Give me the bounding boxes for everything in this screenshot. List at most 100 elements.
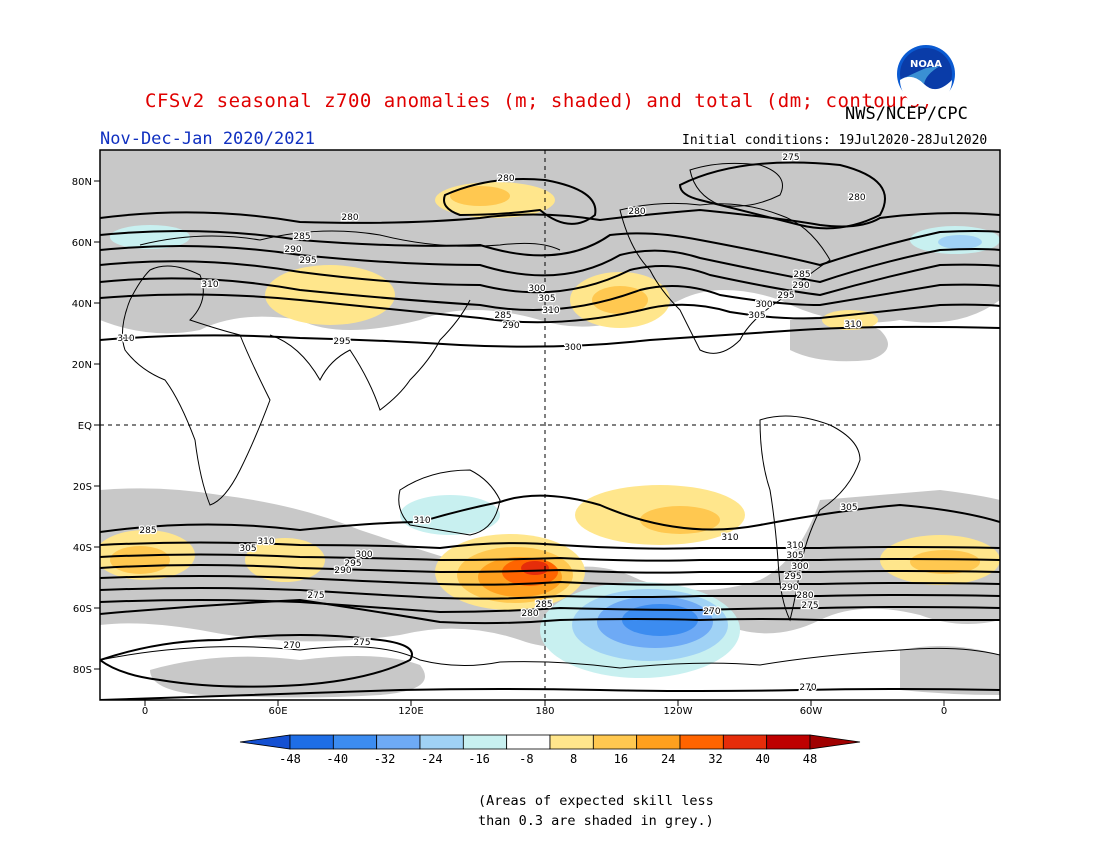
contour-label: 290: [781, 583, 798, 593]
contour-label: 290: [334, 566, 351, 576]
contour-label: 305: [239, 544, 256, 554]
colorbar-segment: [766, 734, 811, 750]
contour-label: 280: [848, 193, 865, 203]
footnote-line-1: (Areas of expected skill less: [478, 793, 714, 809]
contour-label: 295: [784, 572, 801, 582]
contour-label: 275: [353, 638, 370, 648]
contour-label: 290: [792, 281, 809, 291]
contour-label: 270: [799, 683, 816, 693]
negative-anomalies: [110, 225, 1000, 678]
colorbar-tick-label: 48: [803, 752, 817, 766]
lat-label: EQ: [78, 421, 92, 432]
contour-label: 280: [521, 609, 538, 619]
contour-label: 295: [333, 337, 350, 347]
contour-label: 300: [791, 562, 808, 572]
contour-label: 310: [721, 533, 738, 543]
contour-label: 275: [782, 153, 799, 163]
lon-label: 60E: [268, 706, 287, 717]
colorbar-tick-label: 32: [708, 752, 722, 766]
colorbar-segment: [506, 734, 551, 750]
contour-label: 310: [257, 537, 274, 547]
contour-label: 310: [786, 541, 803, 551]
lon-label: 0: [142, 706, 148, 717]
contour-label: 280: [796, 591, 813, 601]
colorbar-arrow-right: [809, 734, 861, 750]
contour-label: 310: [542, 306, 559, 316]
contour-label: 280: [628, 207, 645, 217]
colorbar-segment: [289, 734, 334, 750]
lat-label: 20N: [72, 360, 92, 371]
noaa-logo-text: NOAA: [910, 59, 942, 70]
contour-label: 285: [494, 311, 511, 321]
colorbar-tick-label: -8: [519, 752, 533, 766]
colorbar-segment: [722, 734, 768, 750]
forecast-period: Nov-Dec-Jan 2020/2021: [100, 129, 315, 149]
contour-label: 270: [283, 641, 300, 651]
contour-label: 305: [786, 551, 803, 561]
contour-label: 270: [703, 607, 720, 617]
contour-label: 300: [755, 300, 772, 310]
colorbar-segment: [462, 734, 508, 750]
colorbar-tick-label: -48: [279, 752, 301, 766]
colorbar-tick-label: -16: [468, 752, 490, 766]
skill-footnote: (Areas of expected skill less than 0.3 a…: [478, 791, 714, 831]
colorbar-segment: [549, 734, 594, 750]
colorbar-segment: [332, 734, 378, 750]
lat-label: 60N: [72, 238, 92, 249]
colorbar-tick-label: -40: [326, 752, 348, 766]
contour-label: 295: [344, 559, 361, 569]
contour-label: 310: [844, 320, 861, 330]
lon-label: 120E: [398, 706, 423, 717]
colorbar-tick-label: 40: [756, 752, 770, 766]
colorbar-arrow-left: [239, 734, 291, 750]
contour-label: 305: [748, 311, 765, 321]
contour-label: 285: [293, 232, 310, 242]
colorbar-tick-label: 8: [570, 752, 577, 766]
contour-label: 300: [528, 284, 545, 294]
contour-label: 310: [413, 516, 430, 526]
contour-label: 300: [355, 550, 372, 560]
lat-label: 20S: [73, 482, 92, 493]
contour-label: 285: [535, 600, 552, 610]
lon-label: 180: [535, 706, 554, 717]
colorbar-segment: [592, 734, 638, 750]
lon-label: 60W: [800, 706, 823, 717]
contour-label: 285: [139, 526, 156, 536]
lat-label: 40N: [72, 299, 92, 310]
footnote-line-2: than 0.3 are shaded in grey.): [478, 813, 714, 829]
contour-label: 290: [502, 321, 519, 331]
contour-label: 305: [840, 503, 857, 513]
contour-label: 310: [201, 280, 218, 290]
colorbar-segment: [679, 734, 724, 750]
contour-label: 305: [538, 294, 555, 304]
lat-label: 80N: [72, 177, 92, 188]
colorbar: -48 -40 -32 -24 -16 -8 8 16 24 32 40 48: [239, 734, 861, 766]
colorbar-segment: [636, 734, 681, 750]
agency-label: NWS/NCEP/CPC: [845, 104, 968, 124]
colorbar-tick-label: 16: [614, 752, 628, 766]
contour-labels: 2752802802802802852902953003053103103102…: [116, 152, 867, 695]
contour-label: 275: [307, 591, 324, 601]
noaa-logo: NOAA: [897, 45, 955, 104]
contour-label: 295: [777, 291, 794, 301]
colorbar-tick-label: -32: [374, 752, 396, 766]
contour-label: 295: [299, 256, 316, 266]
lat-label: 40S: [73, 543, 92, 554]
colorbar-segment: [376, 734, 421, 750]
contour-label: 280: [341, 213, 358, 223]
contour-label: 290: [284, 245, 301, 255]
lon-label: 0: [941, 706, 947, 717]
colorbar-tick-label: 24: [661, 752, 675, 766]
latitude-axis: 80N 60N 40N 20N EQ 20S 40S 60S 80S: [72, 177, 100, 676]
contour-label: 300: [564, 343, 581, 353]
contour-label: 280: [497, 174, 514, 184]
contour-label: 275: [801, 601, 818, 611]
lon-label: 120W: [664, 706, 693, 717]
initial-conditions: Initial conditions: 19Jul2020-28Jul2020: [682, 133, 988, 148]
contour-label: 285: [793, 270, 810, 280]
longitude-axis: 0 60E 120E 180 120W 60W 0: [142, 700, 947, 717]
lat-label: 60S: [73, 604, 92, 615]
contour-label: 310: [117, 334, 134, 344]
lat-label: 80S: [73, 665, 92, 676]
